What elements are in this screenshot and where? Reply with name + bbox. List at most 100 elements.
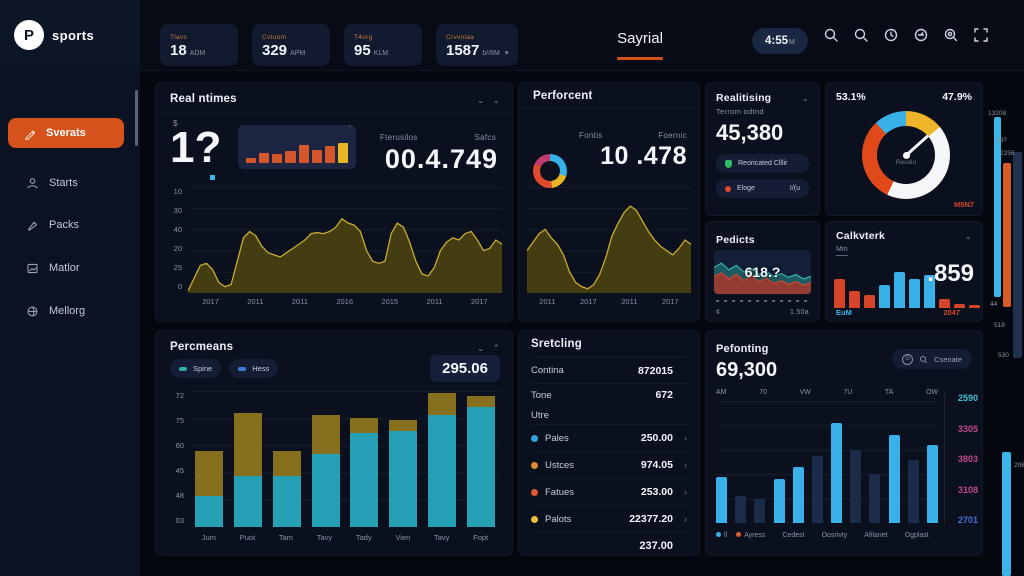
- panel-sretcling: Sretcling Contina 872015 Tone 672 Utre P…: [518, 330, 700, 556]
- panel-realitising: Realitising ⌄ Terrom odtnd 45,380 Reoric…: [705, 82, 820, 216]
- legend-item[interactable]: Afilanet: [856, 532, 887, 539]
- chip-unit: ADM: [189, 49, 206, 57]
- chevron-down-icon[interactable]: ⌄: [476, 95, 485, 105]
- mini-bar-card[interactable]: ˆ: [238, 125, 356, 169]
- series-label: Mm: [836, 246, 848, 256]
- panel-pedicts: Pedicts 618.? ¢ 1.50a: [705, 221, 820, 322]
- stat-chip[interactable]: T4org 95 KLM: [344, 24, 422, 66]
- right-edge-chart-strip: 13208 99? 2256 44 518 530 206: [988, 70, 1024, 576]
- legend-item[interactable]: ll: [716, 532, 727, 539]
- search-icon-2[interactable]: [852, 26, 870, 44]
- chevron-down-icon[interactable]: ▾: [504, 49, 509, 57]
- sidebar-scrollbar[interactable]: [135, 90, 138, 146]
- clock-icon[interactable]: [912, 26, 930, 44]
- chevron-down-icon[interactable]: ⌄: [476, 343, 485, 353]
- table-row[interactable]: Ustces 974.05 ›: [531, 452, 687, 479]
- legend-dot: [736, 532, 742, 537]
- edge-bars: [988, 70, 1024, 576]
- stat-chip[interactable]: Cvtuom 329 APM: [252, 24, 330, 66]
- table-row[interactable]: Pales 250.00 ›: [531, 425, 687, 452]
- legend-swatch: [238, 366, 247, 371]
- legend-item[interactable]: Ogplast: [897, 532, 929, 539]
- info-row[interactable]: Contina 872015: [531, 358, 687, 384]
- kpi-value: 00.4.749: [384, 144, 498, 174]
- area-chart: [527, 187, 691, 293]
- table-row[interactable]: Fatues 253.00 ›: [531, 479, 687, 506]
- search-at-icon[interactable]: [942, 26, 960, 44]
- currency-label: $: [173, 119, 178, 128]
- row-dot: [531, 488, 538, 496]
- table-row[interactable]: Palots 22377.20 ›: [531, 506, 687, 533]
- kpi-value-box: 295.06: [430, 355, 500, 382]
- status-badge-reoricated[interactable]: Reoricated Clllir: [716, 154, 809, 173]
- sidebar-item-label: Sverats: [46, 127, 86, 139]
- chevron-up-icon: ˆ: [348, 126, 351, 133]
- chevron-down-icon[interactable]: ⌄: [492, 95, 500, 105]
- kpi-value: 10 .478: [600, 142, 687, 170]
- chip-label: Tlavs: [170, 33, 188, 41]
- panel-title-row: Sretcling: [531, 331, 687, 358]
- donut-icon: [533, 154, 567, 188]
- legend-pill[interactable]: Hess: [229, 359, 279, 378]
- expand-icon[interactable]: [972, 26, 990, 44]
- status-badge-eloge[interactable]: Eloge I/(u: [716, 179, 809, 198]
- gauge-left-value: 53.1%: [836, 91, 866, 103]
- topbar-icons: [822, 26, 990, 44]
- chevron-right-icon[interactable]: ›: [684, 487, 687, 497]
- image-icon: [27, 263, 38, 273]
- legend-dot: [774, 532, 779, 537]
- stat-chip[interactable]: Tlavs 18 ADM: [160, 24, 238, 66]
- gauge-corner-label: M5N7: [953, 200, 974, 209]
- legend-item[interactable]: Oosrivty: [814, 532, 848, 539]
- chip-value: 329: [262, 41, 288, 59]
- sidebar-item-starts[interactable]: Starts: [26, 172, 78, 194]
- chevron-down-icon[interactable]: ⌄: [801, 92, 809, 103]
- sidebar-item-matlor[interactable]: Matlor: [26, 257, 80, 279]
- x-axis-labels: 2011 2017 2011 2017: [539, 297, 679, 306]
- divider: [944, 393, 945, 525]
- legend-dot: [897, 532, 902, 537]
- globe-icon: [27, 306, 38, 316]
- time-badge[interactable]: 4:55 M: [752, 28, 808, 54]
- stat-chip[interactable]: Crvvnlaa 1587 b//6M ▾: [436, 24, 519, 66]
- info-row[interactable]: Utre: [531, 406, 687, 425]
- legend-item[interactable]: Ayress: [736, 532, 765, 539]
- legend-dot: [716, 532, 721, 537]
- mini-area-card[interactable]: 618.?: [714, 250, 811, 294]
- chip-unit: KLM: [373, 49, 389, 57]
- stat-label-left: Fontis: [579, 131, 603, 140]
- legend-dot: [856, 532, 861, 537]
- bar-chart: [834, 258, 980, 308]
- panel-percmeans: Percmeans ⌄ ⌃ Spine Hess 295.06 72 75 60 45 4…: [155, 330, 513, 556]
- panel-gauge: 53.1% 47.9% Revalu M5N7: [825, 82, 983, 216]
- chart-legend: ll Ayress Cedest Oosrivty Afilanet Ogpla…: [716, 532, 929, 539]
- panel-title: Pedicts: [716, 234, 755, 246]
- right-axis-values: 2590 3305 3803 3108 2701: [957, 393, 978, 525]
- chevron-right-icon[interactable]: ›: [684, 433, 687, 443]
- chevron-right-icon[interactable]: ›: [684, 514, 687, 524]
- chevron-right-icon[interactable]: ›: [684, 460, 687, 470]
- search-icon[interactable]: [822, 26, 840, 44]
- kpi-value: 45,380: [716, 120, 784, 145]
- brand-logo[interactable]: P sports: [0, 0, 140, 70]
- legend-pill[interactable]: Spine: [170, 359, 222, 378]
- search-pill[interactable]: G Csenate: [892, 349, 972, 369]
- sidebar-item-mellorg[interactable]: Mellorg: [26, 300, 85, 322]
- badge-value: I/(u: [789, 185, 800, 192]
- spark-bar-chart: [246, 131, 348, 163]
- panel-title: Perforcent: [533, 90, 593, 102]
- history-icon[interactable]: [882, 26, 900, 44]
- top-bar: Tlavs 18 ADM Cvtuom 329 APM: [0, 0, 1024, 71]
- info-row[interactable]: Tone 672: [531, 389, 673, 401]
- status-dot: [725, 185, 731, 192]
- panel-pefonting: Pefonting 69,300 G Csenate AM 70 VW 7U TA OW …: [705, 330, 983, 556]
- chevron-up-icon[interactable]: ⌃: [492, 343, 500, 353]
- panel-title: Pefonting: [716, 343, 769, 355]
- search-icon: [920, 355, 928, 363]
- legend-dot: [814, 532, 819, 537]
- sidebar-item-sverats[interactable]: Sverats: [8, 118, 124, 148]
- legend-item[interactable]: Cedest: [774, 532, 804, 539]
- sidebar-item-label: Starts: [49, 177, 78, 189]
- chevron-down-icon[interactable]: ⌄: [964, 230, 972, 241]
- sidebar-item-packs[interactable]: Packs: [26, 214, 79, 236]
